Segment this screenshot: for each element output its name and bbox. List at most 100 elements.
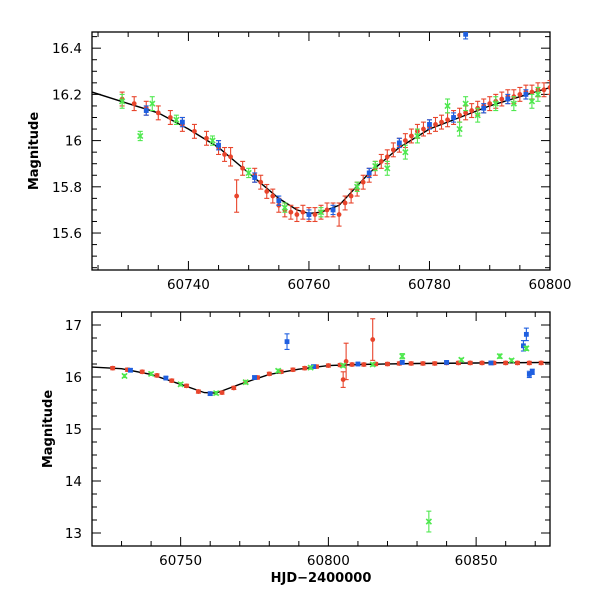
green-data-point [496,353,503,360]
bottom-y-tick-labels: 13 14 15 16 17 [65,318,82,542]
red-data-point [547,85,550,90]
blue-data-point [207,391,213,397]
top-plot-frame [91,31,551,271]
y-tick-label: 14 [65,474,82,490]
green-data-point [508,357,515,364]
blue-data-point [521,343,526,349]
blue-data-point [463,32,469,37]
green-data-point [523,345,530,352]
red-data-point [219,390,225,395]
bottom-fit-curve [92,361,550,394]
green-data-point [399,353,406,360]
red-data-point [336,212,342,217]
blue-data-point [143,108,149,113]
bottom-x-axis-title: HJD−2400000 [271,571,372,586]
green-data-point [353,183,361,190]
red-data-point [467,360,473,366]
green-data-point [474,112,481,119]
x-tick-label: 60760 [287,277,330,293]
blue-data-point [526,372,532,377]
red-data-point [526,360,532,366]
red-data-point [131,101,137,107]
x-tick-label: 60740 [167,277,210,293]
blue-data-point [451,115,456,120]
green-data-point [372,162,379,170]
blue-data-point [276,198,282,204]
blue-data-point [523,331,529,337]
red-data-point [266,371,272,377]
green-data-point [242,379,249,386]
green-data-point [173,116,180,123]
green-data-point [534,91,542,98]
red-data-point [264,189,270,194]
bottom-data-points [110,318,544,533]
top-y-tick-labels: 15.6 15.8 16 16.2 16.4 [52,41,82,242]
green-data-point [402,148,409,156]
y-tick-label: 15 [65,422,82,438]
green-data-point [137,132,144,140]
red-data-point [204,135,209,141]
red-data-point [324,207,330,213]
green-data-point [462,100,469,107]
bottom-panel: 60750 60800 60850 13 14 15 16 17 Magnitude HJD… [41,311,551,586]
y-tick-label: 16.2 [52,87,82,103]
red-data-point [349,362,355,367]
red-data-point [517,91,523,97]
blue-data-point [128,367,133,373]
blue-data-point [505,96,511,102]
red-data-point [192,128,197,134]
top-x-tick-labels: 60740 60760 60780 60800 [167,277,572,293]
top-y-axis-title: Magnitude [27,112,42,191]
red-data-point [390,147,396,153]
green-data-point [528,98,536,105]
red-data-point [378,158,384,164]
y-tick-label: 17 [65,318,82,334]
green-data-point [177,381,184,388]
green-data-point [274,367,282,374]
blue-data-point [330,207,336,213]
red-data-point [457,112,463,118]
red-data-point [110,365,116,371]
green-data-point [212,389,220,397]
red-data-point [240,165,246,171]
red-data-point [258,179,264,185]
blue-data-point [427,122,432,127]
red-data-point [288,209,294,215]
blue-data-point [355,361,361,367]
green-data-point [458,356,465,364]
top-panel: 60740 60760 60780 60800 15.615.81616.216.4 … [27,31,572,293]
y-tick-label: 16.4 [52,41,82,57]
red-data-point [445,117,450,123]
red-data-point [294,212,300,217]
red-data-point [195,389,201,394]
blue-data-point [252,375,257,380]
red-data-point [169,378,175,384]
red-data-point [469,108,475,113]
top-axis-ticks [92,32,551,270]
red-data-point [479,360,485,366]
y-tick-label: 16 [65,370,82,386]
red-data-point [538,360,544,366]
green-data-point [456,125,463,133]
green-data-point [209,137,216,144]
y-tick-label: 15.6 [52,226,82,242]
red-data-point [529,89,535,95]
blue-data-point [306,212,312,217]
green-data-point [492,100,499,107]
green-data-point [307,364,314,371]
red-data-point [487,101,493,107]
y-tick-label: 15.8 [52,180,82,196]
red-data-point [360,179,366,185]
red-data-point [234,193,240,199]
blue-data-point [529,369,535,375]
green-data-point [149,100,156,107]
red-data-point [402,138,408,144]
green-data-point [384,165,391,172]
green-data-point [245,169,252,177]
red-data-point [348,193,354,199]
green-data-point [444,102,451,110]
blue-data-point [444,360,449,365]
red-data-point [139,369,145,375]
green-data-point [369,361,376,368]
green-data-point [414,132,421,140]
